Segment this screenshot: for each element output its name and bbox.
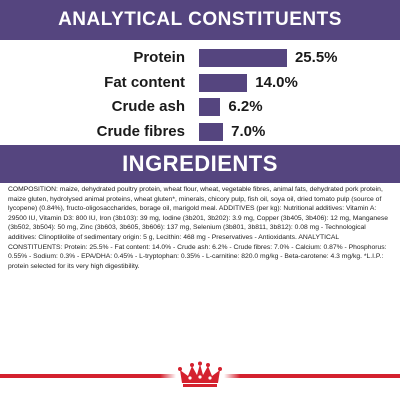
analytical-row: Protein 25.5% (0, 48, 400, 68)
ingredients-title: INGREDIENTS (122, 151, 278, 176)
ingredients-banner: INGREDIENTS (0, 145, 400, 183)
analytical-row-label: Protein (133, 49, 185, 66)
analytical-row-label: Crude fibres (96, 122, 185, 140)
analytical-row-label: Crude ash (111, 98, 185, 115)
analytical-row-bar (199, 49, 287, 67)
analytical-row-value: 6.2% (228, 98, 263, 115)
analytical-constituents-banner: ANALYTICAL CONSTITUENTS (0, 0, 400, 40)
analytical-row: Crude fibres 7.0% (0, 122, 400, 142)
analytical-row-label: Fat content (104, 73, 185, 91)
composition-text: COMPOSITION: maize, dehydrated poultry p… (8, 186, 388, 270)
analytical-constituents-title: ANALYTICAL CONSTITUENTS (58, 9, 342, 30)
analytical-row-value: 25.5% (294, 49, 338, 66)
analytical-row: Fat content 14.0% (0, 73, 400, 93)
analytical-row-value: 14.0% (255, 73, 298, 91)
analytical-row-bar (199, 122, 224, 141)
analytical-row: Crude ash 6.2% (0, 97, 400, 117)
analytical-row-bar (199, 73, 248, 92)
analytical-row-bar (199, 98, 221, 116)
analytical-row-value: 7.0% (231, 122, 266, 140)
royal-canin-crown-icon (176, 361, 224, 389)
